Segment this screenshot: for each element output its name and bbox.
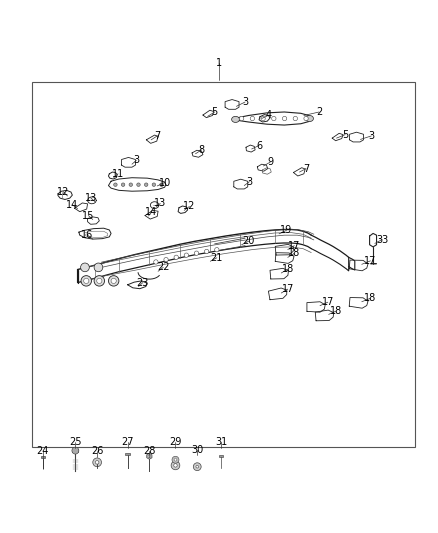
Text: 26: 26: [91, 447, 103, 456]
Circle shape: [137, 183, 140, 187]
Text: 29: 29: [170, 438, 182, 447]
Circle shape: [154, 260, 158, 264]
Circle shape: [171, 461, 180, 470]
Polygon shape: [41, 456, 45, 458]
Circle shape: [196, 465, 198, 468]
Text: 12: 12: [183, 201, 196, 212]
Ellipse shape: [306, 116, 314, 122]
Text: 14: 14: [66, 200, 78, 209]
Circle shape: [72, 447, 79, 454]
Text: 17: 17: [282, 284, 294, 294]
Text: 24: 24: [36, 447, 49, 456]
Bar: [32, 82, 415, 447]
Text: 7: 7: [154, 131, 160, 141]
Text: 17: 17: [321, 297, 334, 307]
Text: 14: 14: [145, 207, 158, 217]
Text: 4: 4: [266, 110, 272, 120]
Circle shape: [240, 116, 244, 120]
Text: 3: 3: [133, 155, 139, 165]
Circle shape: [111, 278, 116, 284]
Text: 17: 17: [364, 256, 377, 266]
Circle shape: [152, 183, 155, 187]
Text: 5: 5: [212, 107, 218, 117]
Circle shape: [81, 263, 89, 272]
Circle shape: [145, 183, 148, 187]
Text: 31: 31: [215, 438, 227, 447]
Text: 1: 1: [216, 58, 222, 68]
Circle shape: [194, 251, 199, 255]
Text: 3: 3: [247, 176, 253, 187]
Text: 30: 30: [191, 445, 203, 455]
Text: 6: 6: [256, 141, 262, 150]
Text: 23: 23: [137, 278, 149, 288]
Text: 7: 7: [303, 164, 309, 174]
Polygon shape: [72, 449, 78, 452]
Text: 10: 10: [159, 177, 171, 188]
Circle shape: [250, 116, 254, 120]
Circle shape: [174, 255, 178, 260]
Circle shape: [81, 276, 92, 286]
Circle shape: [129, 183, 133, 187]
Circle shape: [172, 456, 179, 463]
Text: 28: 28: [143, 447, 155, 456]
Circle shape: [293, 116, 297, 120]
Circle shape: [205, 249, 209, 254]
Text: 3: 3: [368, 131, 374, 141]
Text: 18: 18: [364, 293, 377, 303]
Circle shape: [261, 116, 265, 120]
Circle shape: [304, 116, 308, 120]
Polygon shape: [219, 455, 223, 457]
Circle shape: [95, 461, 99, 464]
Text: 25: 25: [69, 438, 81, 447]
Text: 22: 22: [157, 262, 170, 272]
Text: 33: 33: [376, 235, 389, 245]
Polygon shape: [147, 453, 152, 459]
Ellipse shape: [232, 116, 240, 123]
Circle shape: [193, 463, 201, 471]
Circle shape: [174, 458, 177, 461]
Text: 2: 2: [316, 107, 322, 117]
Text: 13: 13: [85, 193, 97, 203]
Text: 13: 13: [154, 198, 166, 208]
Circle shape: [174, 464, 177, 467]
Circle shape: [164, 257, 168, 262]
Text: 8: 8: [198, 145, 205, 155]
Text: 3: 3: [242, 97, 248, 107]
Circle shape: [160, 183, 163, 187]
Text: 12: 12: [57, 187, 69, 197]
Circle shape: [121, 183, 125, 187]
Circle shape: [215, 247, 219, 252]
Circle shape: [283, 116, 287, 120]
Polygon shape: [125, 453, 130, 455]
Circle shape: [272, 116, 276, 120]
Text: 21: 21: [211, 253, 223, 263]
Text: 19: 19: [280, 225, 293, 236]
Text: 18: 18: [330, 306, 343, 316]
Text: 9: 9: [267, 157, 273, 167]
Text: 20: 20: [242, 236, 255, 246]
Text: 27: 27: [121, 438, 134, 447]
Circle shape: [148, 455, 151, 457]
Text: 18: 18: [288, 248, 300, 259]
Text: 15: 15: [82, 211, 95, 221]
Text: 17: 17: [288, 240, 300, 251]
Circle shape: [94, 263, 103, 272]
Text: 16: 16: [81, 230, 94, 240]
Text: 18: 18: [282, 264, 294, 274]
Circle shape: [184, 253, 188, 257]
Circle shape: [84, 278, 89, 284]
Text: 11: 11: [112, 169, 124, 179]
Circle shape: [93, 458, 102, 467]
Circle shape: [114, 183, 117, 187]
Circle shape: [94, 276, 105, 286]
Text: 5: 5: [342, 130, 348, 140]
Circle shape: [109, 276, 119, 286]
Circle shape: [97, 278, 102, 284]
